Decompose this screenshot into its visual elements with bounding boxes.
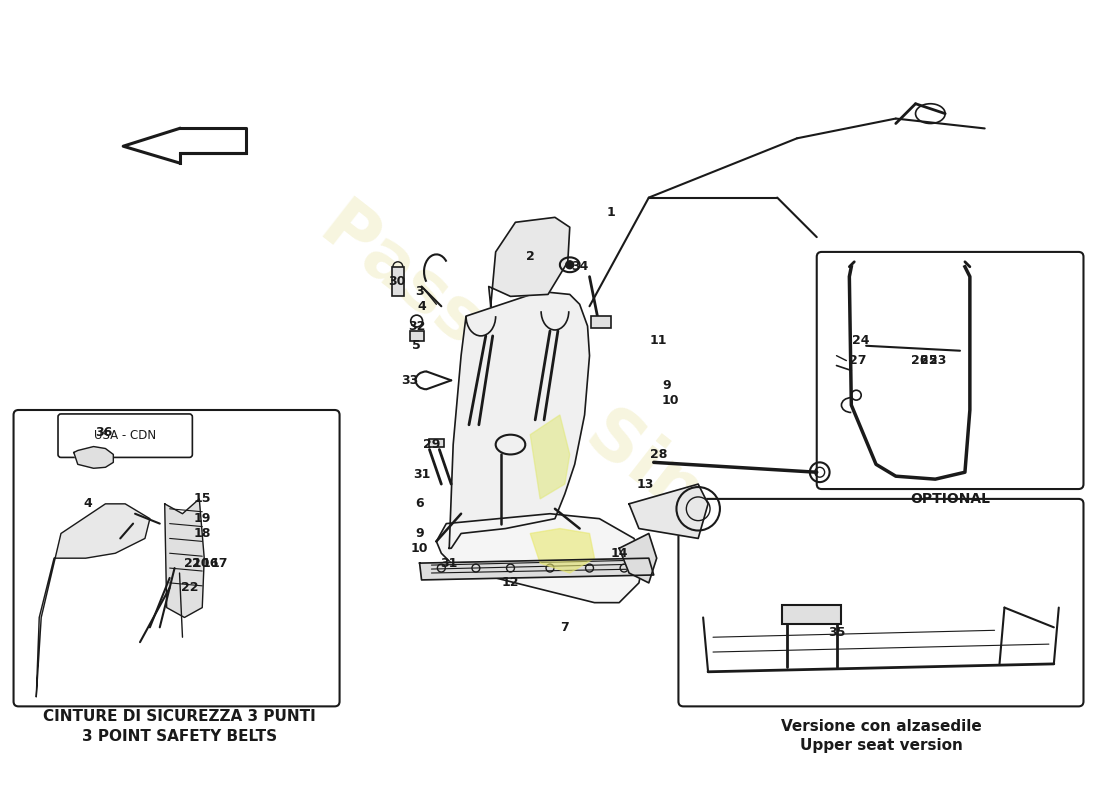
Text: 6: 6	[416, 498, 424, 510]
Text: 5: 5	[412, 339, 421, 352]
Text: 34: 34	[571, 260, 588, 274]
Text: 32: 32	[408, 319, 426, 333]
Text: 21: 21	[184, 557, 201, 570]
Text: 15: 15	[194, 493, 211, 506]
Text: 2: 2	[526, 250, 535, 263]
Polygon shape	[419, 558, 653, 580]
Text: 19: 19	[194, 512, 211, 525]
Text: 3: 3	[416, 285, 424, 298]
Polygon shape	[488, 218, 570, 306]
Text: 18: 18	[194, 527, 211, 540]
Polygon shape	[179, 138, 245, 153]
Text: 17: 17	[210, 557, 228, 570]
Bar	[592, 316, 612, 328]
Text: OPTIONAL: OPTIONAL	[910, 492, 990, 506]
Bar	[392, 266, 404, 296]
FancyBboxPatch shape	[816, 252, 1084, 489]
Text: 13: 13	[636, 478, 653, 490]
Polygon shape	[36, 504, 150, 697]
Text: 16: 16	[201, 557, 219, 570]
Text: 7: 7	[560, 621, 569, 634]
Polygon shape	[619, 534, 657, 583]
Text: 14: 14	[610, 546, 628, 560]
Text: 20: 20	[191, 557, 209, 570]
Text: 11: 11	[650, 334, 668, 347]
Polygon shape	[530, 529, 594, 573]
Text: CINTURE DI SICUREZZA 3 PUNTI: CINTURE DI SICUREZZA 3 PUNTI	[43, 709, 316, 724]
Text: USA - CDN: USA - CDN	[95, 429, 156, 442]
Text: 31: 31	[412, 468, 430, 481]
Bar	[782, 605, 842, 624]
FancyBboxPatch shape	[58, 414, 192, 458]
Polygon shape	[74, 446, 113, 468]
Text: 4: 4	[84, 498, 92, 510]
Text: 27: 27	[849, 354, 867, 367]
Text: 30: 30	[388, 275, 406, 288]
Polygon shape	[449, 291, 590, 548]
Text: 28: 28	[650, 448, 668, 461]
FancyBboxPatch shape	[13, 410, 340, 706]
Text: 25: 25	[920, 354, 937, 367]
Text: 22: 22	[180, 582, 198, 594]
Polygon shape	[437, 514, 644, 602]
Text: 35: 35	[828, 626, 845, 638]
Circle shape	[565, 261, 574, 269]
FancyBboxPatch shape	[679, 499, 1084, 706]
Polygon shape	[123, 129, 179, 163]
Text: Passion Since 1985: Passion Since 1985	[307, 190, 967, 726]
Text: 26: 26	[911, 354, 928, 367]
Polygon shape	[629, 484, 708, 538]
Text: 4: 4	[417, 300, 426, 313]
Text: 31: 31	[440, 557, 458, 570]
Text: 9: 9	[662, 378, 671, 392]
Text: 10: 10	[410, 542, 428, 555]
Polygon shape	[530, 415, 570, 499]
Text: 3 POINT SAFETY BELTS: 3 POINT SAFETY BELTS	[82, 729, 277, 743]
Bar	[409, 331, 424, 341]
Text: Upper seat version: Upper seat version	[800, 738, 962, 754]
Bar	[429, 438, 444, 446]
Text: 12: 12	[502, 576, 519, 590]
Text: 10: 10	[662, 394, 680, 406]
Text: Versione con alzasedile: Versione con alzasedile	[781, 718, 981, 734]
Polygon shape	[165, 499, 205, 618]
Text: 33: 33	[402, 374, 418, 387]
Text: 1: 1	[607, 206, 616, 219]
Text: 36: 36	[95, 426, 112, 439]
Text: 29: 29	[422, 438, 440, 451]
Text: 9: 9	[416, 527, 424, 540]
Text: 24: 24	[852, 334, 870, 347]
Text: 23: 23	[928, 354, 946, 367]
